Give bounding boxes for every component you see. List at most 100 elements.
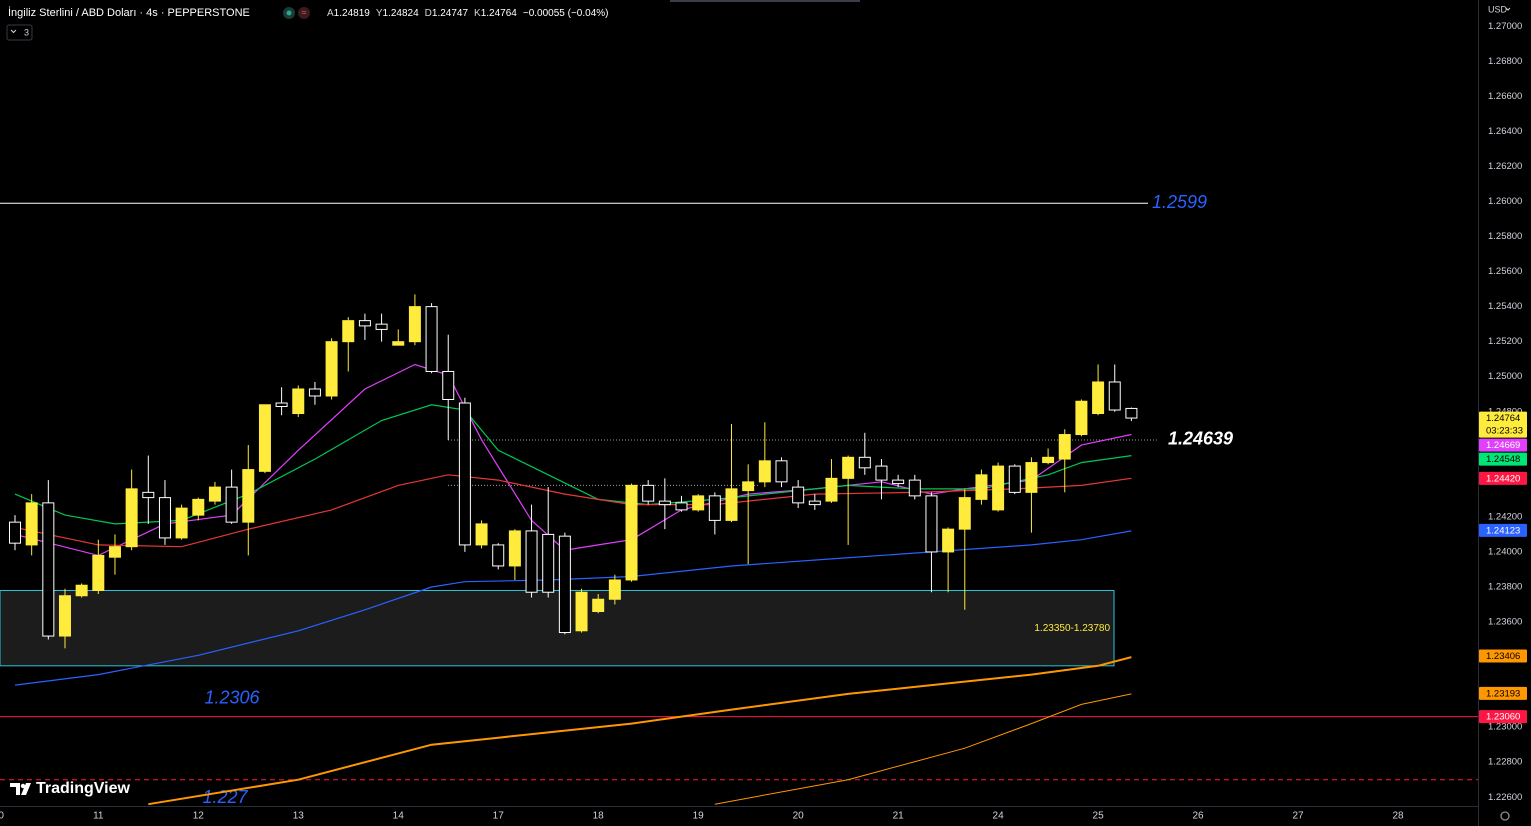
candle-body xyxy=(642,484,655,502)
candle-body xyxy=(975,474,988,500)
top-handle[interactable] xyxy=(670,0,860,2)
y-tick-label: 1.26400 xyxy=(1488,126,1522,137)
candle-body xyxy=(575,591,588,632)
price-tag: 1.24669 xyxy=(1479,438,1527,452)
data-status[interactable] xyxy=(298,7,310,19)
candle-body xyxy=(208,486,221,502)
x-tick-label: 14 xyxy=(393,811,405,822)
candle-body xyxy=(425,306,438,372)
candle-body xyxy=(25,502,38,546)
price-tag-box xyxy=(1479,523,1527,537)
logo-dot xyxy=(20,783,26,789)
x-tick-label: 26 xyxy=(1193,811,1205,822)
y-tick-label: 1.23000 xyxy=(1488,722,1522,733)
candle-body xyxy=(175,507,188,539)
candle-body xyxy=(992,465,1005,511)
settings-icon[interactable] xyxy=(1500,811,1510,821)
price-tag: 1.24123 xyxy=(1479,523,1527,537)
y-tick-label: 1.23600 xyxy=(1488,617,1522,628)
price-tag-box xyxy=(1479,686,1527,700)
candle-body xyxy=(475,523,488,546)
candle-body xyxy=(1108,381,1121,411)
candle-body xyxy=(525,530,538,593)
y-tick-label: 1.25600 xyxy=(1488,266,1522,277)
y-tick-label: 1.26600 xyxy=(1488,91,1522,102)
candle-body xyxy=(958,497,971,530)
x-tick-label: 20 xyxy=(793,811,805,822)
y-tick-label: 1.24000 xyxy=(1488,546,1522,557)
y-tick-label: 1.26000 xyxy=(1488,196,1522,207)
candle-body xyxy=(92,554,105,591)
x-tick-label: 12 xyxy=(193,811,205,822)
candle-body xyxy=(608,579,621,600)
price-tag-label: 1.24764 xyxy=(1486,413,1520,424)
candle-body xyxy=(325,341,338,397)
legend-change: −0.00055 (−0.04%) xyxy=(523,8,609,19)
x-tick-label: 21 xyxy=(893,811,905,822)
price-tag-box xyxy=(1479,411,1527,438)
x-tick-label: 10 xyxy=(0,811,4,822)
candle-body xyxy=(542,533,555,593)
candle-body xyxy=(792,486,805,504)
level-label: 1.2306 xyxy=(204,687,260,707)
price-tag: 1.23193 xyxy=(1479,686,1527,700)
indicators-toggle[interactable] xyxy=(6,24,33,41)
candle-body xyxy=(1042,456,1055,464)
candle-body xyxy=(358,320,371,327)
candle-body xyxy=(708,495,721,521)
candle-body xyxy=(558,535,571,634)
candle-body xyxy=(225,486,238,523)
plot-area: 1.23350-1.23780 1.2599 1.2306 1.227 1.24639 xyxy=(0,192,1478,807)
candle-body xyxy=(858,456,871,469)
price-tag: 1.24548 xyxy=(1479,452,1527,466)
price-tag-box xyxy=(1479,710,1527,724)
level-label: 1.2599 xyxy=(1152,192,1207,212)
candle-body xyxy=(692,495,705,511)
moving-average-line xyxy=(148,656,1132,806)
price-tag-label: 1.24669 xyxy=(1486,440,1520,451)
chevron-icon xyxy=(10,29,17,34)
candle-body xyxy=(42,502,55,637)
candle-body xyxy=(392,341,405,346)
candle-body xyxy=(192,498,205,516)
candle-body xyxy=(375,323,388,330)
support-zone xyxy=(0,589,1115,667)
price-tag: 1.24420 xyxy=(1479,471,1527,485)
legend-value: 1.24764 xyxy=(481,8,518,19)
candle-body xyxy=(342,320,355,343)
candle-body xyxy=(1125,407,1138,419)
price-tag-countdown: 03:23:33 xyxy=(1486,426,1523,437)
price-tag: 1.24764 03:23:33 xyxy=(1479,411,1527,438)
y-tick-label: 1.25800 xyxy=(1488,231,1522,242)
x-tick-label: 17 xyxy=(493,811,505,822)
candle-body xyxy=(1025,462,1038,493)
price-tag: 1.23060 xyxy=(1479,710,1527,724)
data-status-icon: ≈ xyxy=(302,7,307,17)
candle-body xyxy=(1075,400,1088,436)
candle-body xyxy=(8,521,21,544)
price-tag-box xyxy=(1479,438,1527,452)
currency[interactable]: USD xyxy=(1488,4,1508,14)
candle-body xyxy=(775,460,788,483)
candle-body xyxy=(308,388,321,397)
logo-text[interactable]: TradingView xyxy=(36,780,131,797)
candle-body xyxy=(1058,434,1071,460)
candle-body xyxy=(842,456,855,479)
price-tag-label: 1.24123 xyxy=(1486,525,1520,536)
candle-body xyxy=(925,495,938,553)
x-tick-label: 25 xyxy=(1093,811,1105,822)
symbol-title[interactable]: İngiliz Sterlini / ABD Doları · 4s · PEP… xyxy=(8,6,250,19)
candle-body xyxy=(292,388,305,415)
legend-value: 1.24747 xyxy=(432,8,469,19)
status-dot-inner xyxy=(286,10,292,16)
candle-body xyxy=(592,598,605,613)
legend-key: A xyxy=(327,8,334,19)
x-tick-label: 19 xyxy=(693,811,705,822)
zone-label: 1.23350-1.23780 xyxy=(1034,623,1110,634)
legend-key: K xyxy=(474,8,481,19)
price-tag-box xyxy=(1479,649,1527,663)
candle-body xyxy=(508,530,521,567)
candle-body xyxy=(1092,381,1105,415)
candle-body xyxy=(275,402,288,408)
